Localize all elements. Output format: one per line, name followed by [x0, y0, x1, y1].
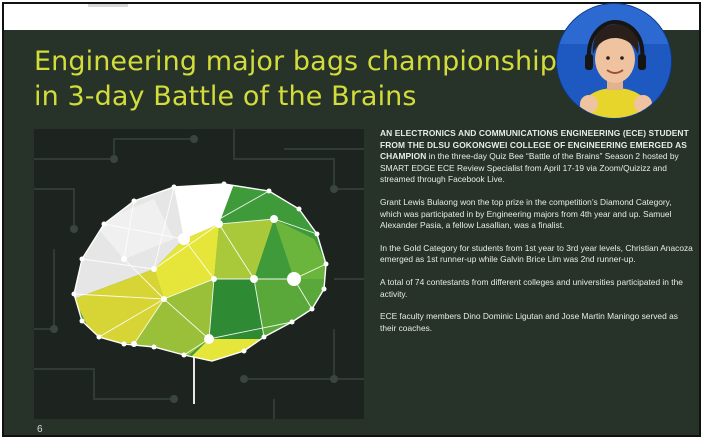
- page-number: 6: [37, 424, 43, 435]
- circuit-nodes: [50, 135, 338, 403]
- polygon-brain-network-icon: [34, 129, 364, 419]
- title-line-2: in 3-day Battle of the Brains: [34, 81, 417, 112]
- article-paragraph-3: In the Gold Category for students from 1…: [380, 242, 693, 265]
- article-body: AN ELECTRONICS AND COMMUNICATIONS ENGINE…: [380, 128, 694, 345]
- article-paragraph-4: A total of 74 contestants from different…: [380, 276, 683, 299]
- article-lead-rest: in the three-day Quiz Bee “Battle of the…: [380, 151, 679, 185]
- article-paragraph-5: ECE faculty members Dino Dominic Ligutan…: [380, 311, 678, 333]
- brain-nodes: [71, 181, 329, 358]
- circuit-lines: [34, 129, 364, 419]
- article-paragraph-1: AN ELECTRONICS AND COMMUNICATIONS ENGINE…: [380, 128, 694, 186]
- presenter-webcam-icon: [557, 4, 671, 118]
- webcam-overlay: [556, 3, 672, 119]
- article-lead: AN ELECTRONICS AND COMMUNICATIONS ENGINE…: [380, 128, 689, 162]
- article-paragraph-2: Grant Lewis Bulaong won the top prize in…: [380, 196, 672, 231]
- title-line-1: Engineering major bags championship: [34, 46, 557, 77]
- article-title: Engineering major bags championship in 3…: [34, 44, 594, 114]
- brain-outline: [73, 183, 327, 362]
- top-mark: [88, 4, 128, 7]
